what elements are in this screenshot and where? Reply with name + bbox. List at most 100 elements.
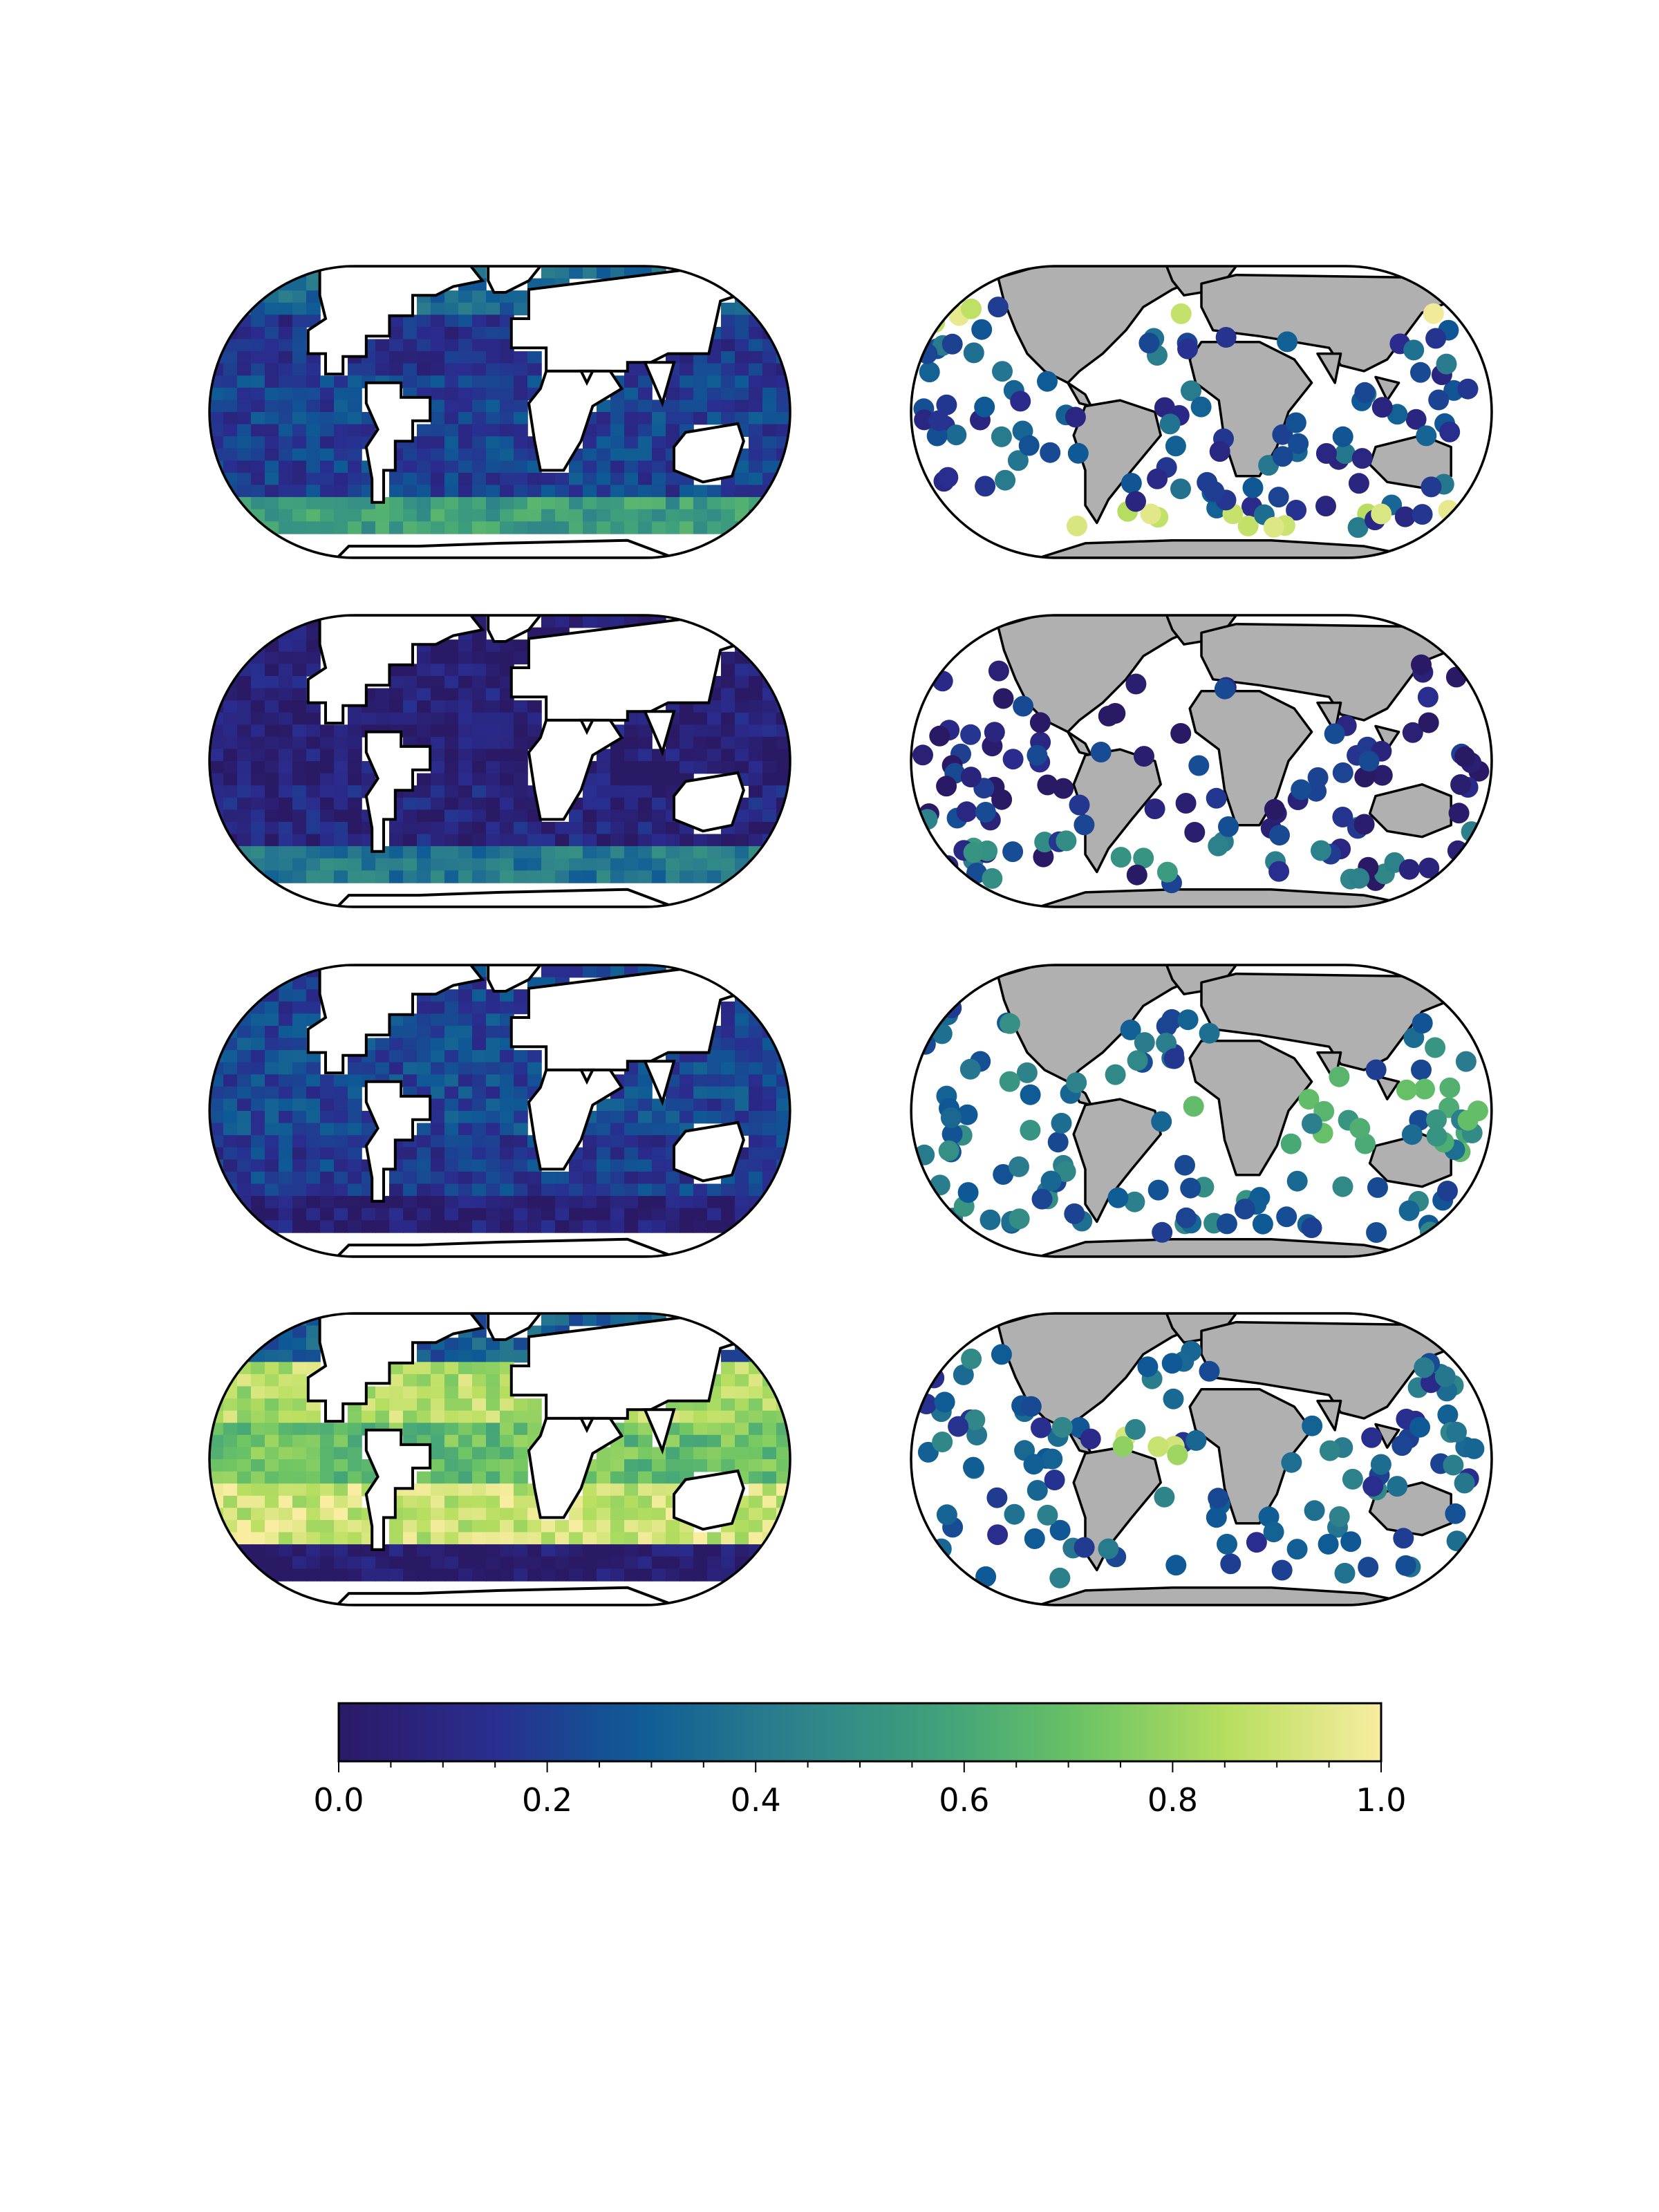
heatmap-cell	[514, 1519, 528, 1533]
heatmap-cell	[458, 448, 473, 462]
data-point	[995, 469, 1016, 491]
data-point	[1421, 476, 1442, 498]
heatmap-cell	[403, 846, 418, 859]
heatmap-cell	[265, 1074, 279, 1087]
heatmap-cell	[610, 1519, 625, 1533]
heatmap-cell	[417, 1062, 431, 1076]
heatmap-cell	[514, 1062, 528, 1076]
data-point	[1047, 1132, 1069, 1153]
heatmap-cell	[444, 1111, 459, 1124]
heatmap-cell	[472, 1147, 487, 1161]
heatmap-cell	[237, 1098, 252, 1112]
heatmap-cell	[237, 785, 252, 798]
heatmap-cell	[776, 858, 790, 872]
heatmap-cell	[707, 1074, 722, 1087]
heatmap-cell	[209, 1013, 224, 1027]
heatmap-cell	[569, 1183, 583, 1197]
heatmap-cell	[638, 1111, 653, 1124]
heatmap-cell	[555, 1208, 570, 1221]
heatmap-cell	[652, 785, 666, 798]
heatmap-cell	[320, 736, 335, 750]
data-point	[991, 426, 1012, 447]
data-point	[1237, 515, 1259, 536]
heatmap-cell	[541, 834, 556, 847]
heatmap-cell	[597, 521, 611, 534]
heatmap-cell	[320, 1171, 335, 1185]
heatmap-cell	[403, 326, 418, 340]
heatmap-cell	[652, 1495, 666, 1509]
heatmap-cell	[348, 785, 362, 798]
heatmap-cell	[541, 521, 556, 534]
heatmap-cell	[666, 1086, 680, 1100]
heatmap-cell	[279, 675, 293, 689]
heatmap-cell	[486, 724, 500, 738]
data-point	[1412, 1013, 1433, 1034]
data-point	[1398, 859, 1420, 880]
heatmap-cell	[362, 1123, 376, 1136]
heatmap-cell	[306, 387, 321, 401]
map-frame	[910, 265, 1493, 559]
heatmap-cell	[652, 472, 666, 486]
heatmap-cell	[306, 460, 321, 474]
heatmap-cell	[638, 809, 653, 823]
heatmap-cell	[693, 363, 708, 377]
heatmap-cell	[486, 1362, 500, 1375]
heatmap-cell	[334, 1483, 348, 1497]
heatmap-cell	[721, 497, 735, 510]
heatmap-cell	[472, 1568, 487, 1582]
heatmap-cell	[776, 302, 790, 316]
heatmap-cell	[652, 1135, 666, 1148]
heatmap-cell	[749, 448, 763, 462]
heatmap-cell	[431, 326, 445, 340]
heatmap-cell	[251, 834, 265, 847]
heatmap-cell	[389, 1374, 404, 1387]
heatmap-cell	[735, 1038, 749, 1051]
heatmap-cell	[721, 1386, 735, 1399]
heatmap-cell	[652, 1171, 666, 1185]
data-point	[936, 394, 957, 415]
heatmap-cell	[417, 302, 431, 316]
heatmap-cell	[514, 1123, 528, 1136]
heatmap-cell	[666, 1556, 680, 1570]
heatmap-cell	[292, 1220, 307, 1233]
data-point	[1147, 1436, 1169, 1457]
heatmap-cell	[279, 1086, 293, 1100]
heatmap-cell	[458, 509, 473, 523]
heatmap-cell	[638, 509, 653, 523]
heatmap-cell	[389, 315, 404, 328]
heatmap-cell	[472, 375, 487, 388]
heatmap-cell	[417, 1013, 431, 1027]
heatmap-cell	[693, 736, 708, 750]
data-point	[1159, 413, 1181, 435]
heatmap-cell	[279, 1159, 293, 1172]
heatmap-cell	[762, 1556, 777, 1570]
heatmap-cell	[444, 436, 459, 449]
heatmap-cell	[486, 1532, 500, 1545]
heatmap-cell	[306, 1423, 321, 1436]
heatmap-cell	[735, 834, 749, 847]
heatmap-cell	[306, 521, 321, 534]
heatmap-cell	[583, 460, 597, 474]
data-point	[1133, 847, 1154, 869]
heatmap-cell	[444, 1386, 459, 1399]
heatmap-cell	[403, 521, 418, 534]
heatmap-cell	[306, 1111, 321, 1124]
data-point	[1367, 1177, 1388, 1198]
heatmap-cell	[306, 400, 321, 413]
heatmap-cell	[707, 1423, 722, 1436]
heatmap-cell	[306, 1519, 321, 1533]
heatmap-cell	[679, 400, 694, 413]
heatmap-cell	[541, 1519, 556, 1533]
heatmap-cell	[638, 1196, 653, 1209]
heatmap-cell	[279, 1519, 293, 1533]
heatmap-cell	[514, 302, 528, 316]
heatmap-cell	[693, 1544, 708, 1557]
heatmap-cell	[431, 1471, 445, 1484]
heatmap-cell	[362, 773, 376, 786]
heatmap-cell	[666, 1434, 680, 1448]
heatmap-cell	[444, 290, 459, 303]
heatmap-cell	[237, 1338, 252, 1351]
heatmap-cell	[693, 400, 708, 413]
heatmap-cell	[403, 1495, 418, 1509]
heatmap-cell	[500, 1183, 514, 1197]
